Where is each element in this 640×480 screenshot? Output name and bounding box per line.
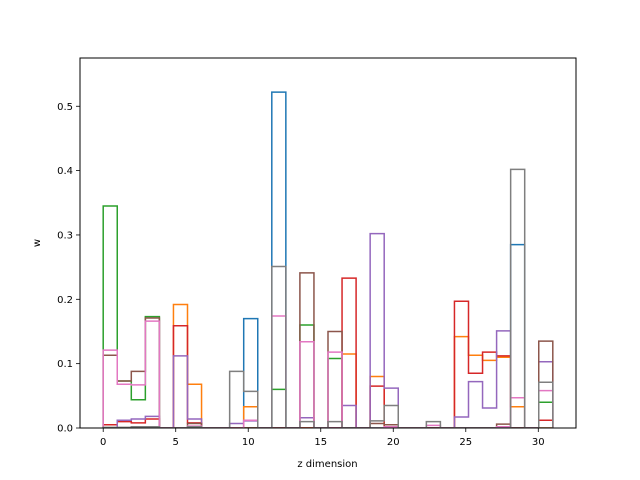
y-axis: 0.0 0.1 0.2 0.3 0.4 0.5 <box>57 102 80 435</box>
series-5-step-line <box>103 232 554 428</box>
y-tick-label: 0.3 <box>57 230 73 241</box>
y-tick-label: 0.2 <box>57 295 73 306</box>
x-axis: 0 5 10 15 20 25 30 <box>100 428 545 448</box>
x-tick-label: 0 <box>100 437 106 448</box>
y-tick-label: 0.1 <box>57 359 73 370</box>
x-tick-label: 5 <box>173 437 179 448</box>
y-axis-label: w <box>32 239 43 247</box>
x-tick-label: 25 <box>459 437 472 448</box>
x-tick-label: 10 <box>242 437 255 448</box>
x-tick-label: 30 <box>532 437 545 448</box>
plot-frame <box>79 57 577 429</box>
x-axis-label: z dimension <box>297 459 357 470</box>
plot-area <box>79 57 577 429</box>
y-tick-label: 0.5 <box>57 102 73 113</box>
series-3-step-line <box>102 205 554 428</box>
y-tick-label: 0.4 <box>57 166 73 177</box>
x-tick-label: 20 <box>387 437 400 448</box>
y-tick-label: 0.0 <box>57 424 73 435</box>
x-tick-label: 15 <box>314 437 327 448</box>
